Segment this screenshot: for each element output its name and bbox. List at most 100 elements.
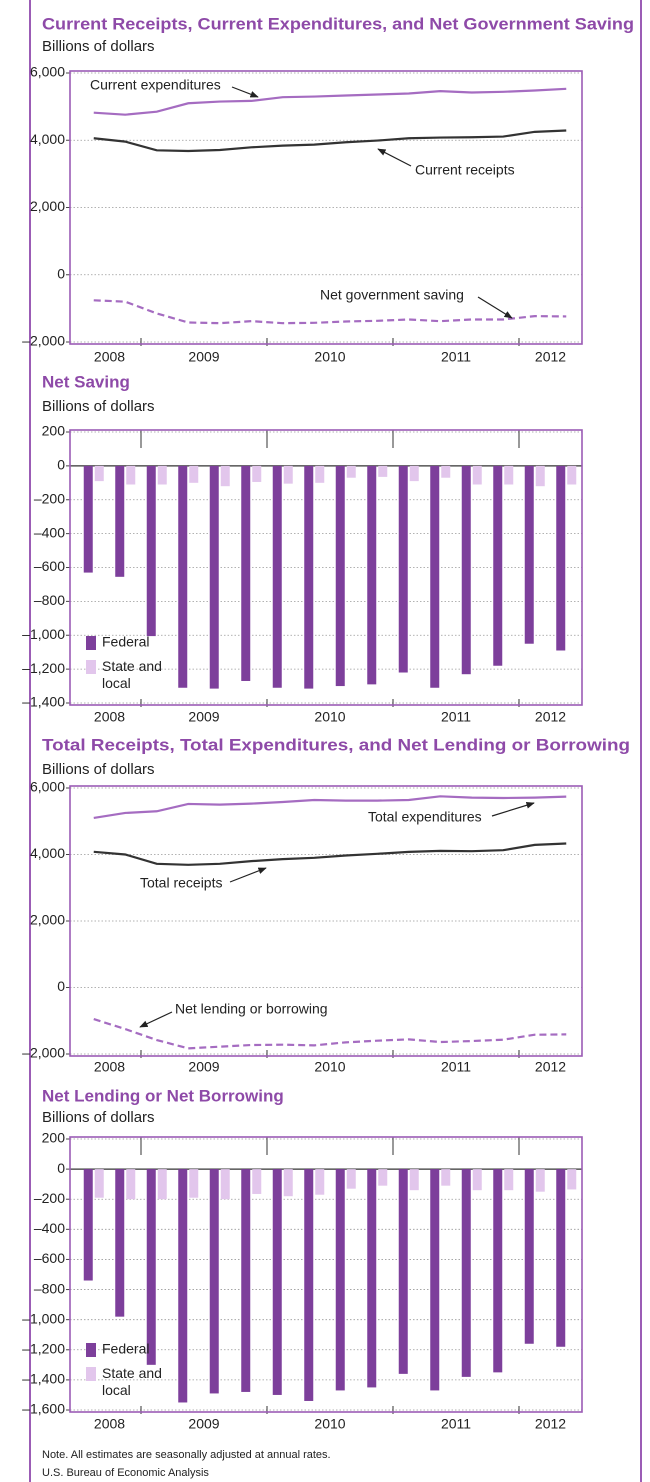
x-tick-label: 2009 [188,1059,219,1075]
bar [157,465,167,485]
x-tick-label: 2010 [314,1059,345,1075]
bar [304,465,314,689]
annotation: Current expenditures [90,77,221,93]
annotation: Total receipts [140,875,222,891]
y-tick-label: 0 [57,457,65,473]
bar [367,1169,377,1388]
bar [409,1169,419,1191]
bar [304,1169,314,1401]
y-tick-label: –400 [34,524,65,540]
annotation-arrow [377,148,412,167]
series-line [93,299,567,325]
bar [346,465,356,478]
x-tick-label: 2012 [535,349,566,365]
bar [461,1169,471,1377]
bar [115,465,125,577]
annotation-arrow [477,296,513,319]
x-tick-label: 2011 [441,1059,471,1075]
bar [315,1169,325,1195]
bar [157,1169,167,1200]
y-tick-label: –1,200 [22,660,65,676]
bar [398,1169,408,1374]
bar [209,465,219,689]
bar [504,1169,514,1191]
x-tick-label: 2010 [314,349,345,365]
y-tick-label: –1,200 [22,1340,65,1356]
series-line [93,87,567,116]
annotation-arrow [139,1011,173,1028]
bar [94,465,104,482]
plot-frame [69,70,583,345]
legend-swatch [86,1343,96,1357]
y-tick-label: –200 [34,490,65,506]
chart-title: Current Receipts, Current Expenditures, … [42,14,634,33]
bar [524,465,534,644]
bar [146,1169,156,1365]
legend-swatch [86,660,96,674]
series-line [93,842,567,866]
bar [83,1169,93,1281]
x-tick-label: 2008 [94,1416,125,1432]
y-tick-label: 200 [42,423,66,439]
bar [126,1169,136,1200]
legend-label: State and local [102,1365,162,1398]
page-border [29,0,642,1482]
y-tick-label: 2,000 [30,912,65,928]
bar [378,1169,388,1186]
bar [252,1169,262,1194]
y-tick-label: 0 [57,265,65,281]
legend-label: State and local [102,658,162,691]
y-tick-label: 4,000 [30,845,65,861]
bar [409,465,419,482]
bar [178,1169,188,1403]
note: Note. All estimates are seasonally adjus… [42,1449,331,1461]
y-tick-label: –2,000 [22,1045,65,1061]
annotation-arrow [231,86,259,98]
bar [493,465,503,666]
chart-title: Total Receipts, Total Expenditures, and … [42,735,630,754]
y-tick-label: 200 [42,1130,66,1146]
legend-swatch [86,636,96,650]
legend-label: Federal [102,634,149,650]
bar [315,465,325,483]
bar [378,465,388,477]
bar [189,1169,199,1198]
x-tick-label: 2010 [314,1416,345,1432]
legend-line: State and [102,658,162,674]
bar [493,1169,503,1373]
bar [567,1169,577,1190]
bar [252,465,262,482]
annotation: Net government saving [320,287,464,303]
y-tick-label: 0 [57,1160,65,1176]
chart-title: Net Saving [42,372,130,391]
bar [115,1169,125,1317]
annotation: Current receipts [415,162,515,178]
bar [535,1169,545,1192]
chart-subtitle: Billions of dollars [42,1109,155,1126]
y-tick-label: –2,000 [22,333,65,349]
bar [556,465,566,651]
x-tick-label: 2008 [94,709,125,725]
annotation: Net lending or borrowing [175,1001,328,1017]
bar [346,1169,356,1189]
x-tick-label: 2012 [535,1059,566,1075]
legend-label: Federal [102,1341,149,1357]
legend-swatch [86,1367,96,1381]
x-tick-label: 2009 [188,709,219,725]
x-tick-label: 2009 [188,349,219,365]
plot-frame [69,1136,583,1413]
y-tick-label: 6,000 [30,779,65,795]
y-tick-label: –1,600 [22,1401,65,1417]
bar [461,465,471,675]
bar [398,465,408,673]
x-tick-label: 2011 [441,709,471,725]
bar [272,465,282,688]
plot-frame [69,785,583,1057]
x-tick-label: 2009 [188,1416,219,1432]
legend-line: State and [102,1365,162,1381]
series-line [93,795,567,820]
series-line [93,129,567,153]
y-tick-label: –1,400 [22,694,65,710]
bar [556,1169,566,1347]
